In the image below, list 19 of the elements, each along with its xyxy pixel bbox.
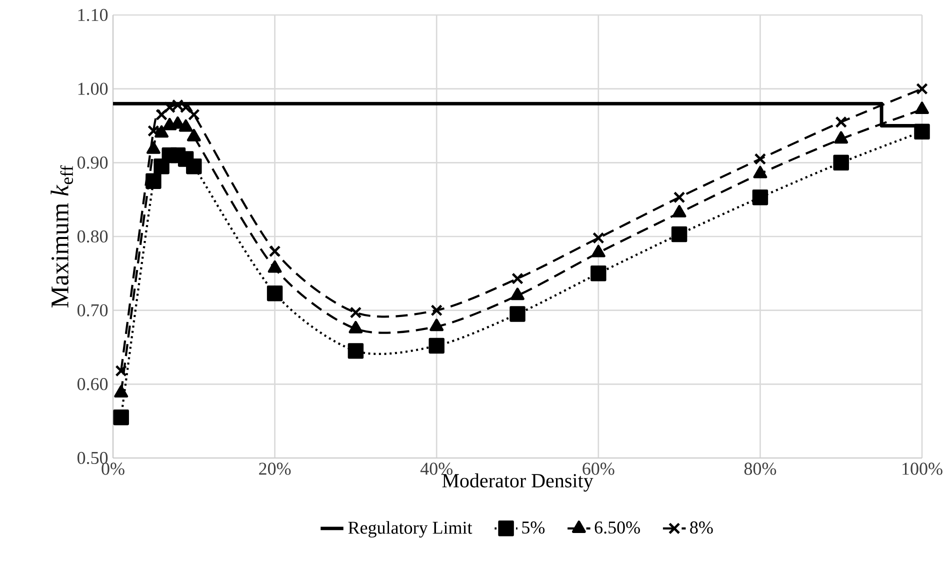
legend-label: 5% bbox=[522, 521, 545, 534]
y-tick-label: 0.80 bbox=[77, 230, 108, 243]
y-tick-label: 0.90 bbox=[77, 156, 108, 169]
y-tick-label: 1.00 bbox=[78, 82, 108, 95]
x-tick-label: 100% bbox=[902, 462, 942, 475]
y-tick-label: 0.60 bbox=[77, 378, 108, 390]
x-tick-label: 60% bbox=[582, 462, 614, 475]
x-tick-label: 0% bbox=[102, 462, 124, 475]
legend-label: 8% bbox=[690, 521, 713, 534]
x-tick-label: 80% bbox=[744, 462, 776, 475]
y-tick-label: 0.70 bbox=[77, 304, 108, 316]
y-tick-label: 0.50 bbox=[77, 452, 108, 464]
x-tick-label: 20% bbox=[259, 462, 291, 475]
legend-label: Regulatory Limit bbox=[348, 521, 472, 538]
legend-label: 6.50% bbox=[594, 521, 640, 534]
x-tick-label: 40% bbox=[420, 462, 452, 475]
y-tick-label: 1.10 bbox=[78, 8, 108, 22]
x-axis-title: Moderator Density bbox=[442, 473, 594, 492]
y-axis-title: Maximum k$_{eff}$ bbox=[50, 165, 73, 308]
